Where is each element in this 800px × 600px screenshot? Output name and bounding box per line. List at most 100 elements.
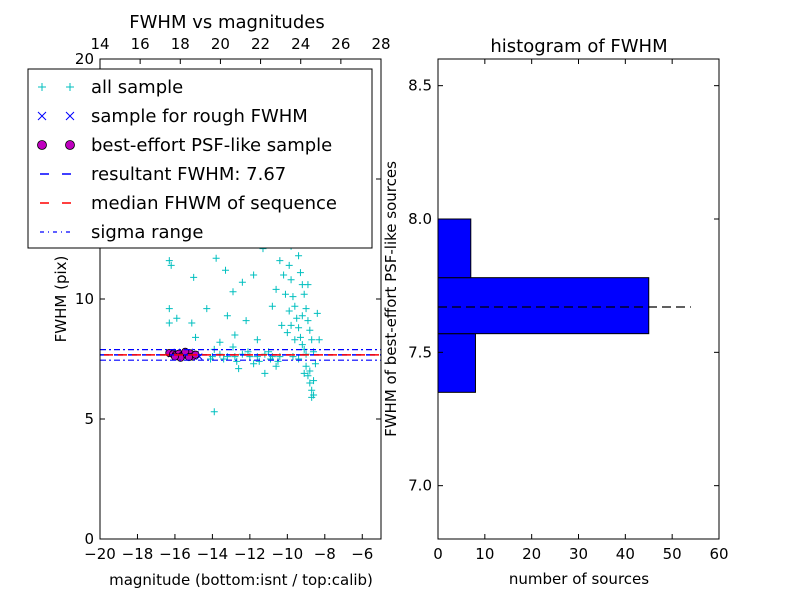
psf-like-sample-point: [170, 352, 179, 361]
all-sample-point: [295, 252, 303, 260]
all-sample-point: [165, 305, 173, 313]
legend-label: best-effort PSF-like sample: [91, 135, 332, 156]
left-top-x-ticks: 14 16 18 20 22 24 26 28: [90, 35, 391, 64]
all-sample-point: [244, 348, 252, 356]
all-sample-point: [188, 319, 196, 327]
all-sample-point: [203, 305, 211, 313]
left-y-axis-label: FWHM (pix): [52, 256, 70, 343]
x-tick-label: 20: [522, 545, 541, 563]
x-tick-label: −8: [314, 545, 336, 563]
legend-item: all sample: [38, 77, 183, 98]
all-sample-point: [212, 254, 220, 262]
legend-items: all sample sample for rough FWHM best-effo…: [37, 77, 337, 243]
x-tick-label: −16: [159, 545, 191, 563]
top-tick-label: 20: [211, 35, 230, 53]
all-sample-point: [253, 336, 261, 344]
all-sample-point: [216, 338, 224, 346]
all-sample-point: [310, 377, 318, 385]
x-tick-label: 40: [616, 545, 635, 563]
all-sample-point: [167, 261, 175, 269]
all-sample-point: [306, 326, 314, 334]
histogram-fwhm: 0 10 20 30 40 50 60 7.0 7.5 8.0 8.5 histogram of …: [382, 36, 729, 588]
legend: all sample sample for rough FWHM best-effo…: [27, 68, 373, 249]
legend-label: sigma range: [91, 222, 203, 243]
all-sample-point: [229, 288, 237, 296]
all-sample-point: [283, 329, 291, 337]
all-sample-point: [285, 261, 293, 269]
all-sample-point: [266, 355, 274, 363]
all-sample-point: [238, 278, 246, 286]
top-tick-label: 24: [291, 35, 310, 53]
x-tick-label: −14: [197, 545, 229, 563]
all-sample-point: [296, 333, 304, 341]
all-sample-point: [278, 321, 286, 329]
all-sample-point: [308, 386, 316, 394]
x-tick-label: −10: [272, 545, 304, 563]
all-sample-point: [291, 302, 299, 310]
all-sample-point: [300, 369, 308, 377]
all-sample-point: [192, 333, 200, 341]
all-sample-point: [285, 307, 293, 315]
all-sample-point: [293, 314, 301, 322]
all-sample-point: [220, 355, 228, 363]
y-tick-label: 20: [75, 50, 94, 68]
all-sample-point: [280, 271, 288, 279]
all-sample-point: [229, 343, 237, 351]
all-sample-point: [272, 362, 280, 370]
all-sample-point: [300, 290, 308, 298]
all-sample-point: [242, 317, 250, 325]
all-sample-point: [222, 266, 230, 274]
legend-plus-marker: [38, 83, 46, 91]
y-tick-label: 8.5: [408, 77, 432, 95]
all-sample-point: [291, 336, 299, 344]
all-sample-point: [274, 357, 282, 365]
all-sample-point: [313, 309, 321, 317]
all-sample-point: [315, 336, 323, 344]
legend-cross-marker: [37, 111, 47, 121]
y-tick-label: 7.5: [408, 343, 432, 361]
legend-circle-marker: [37, 140, 47, 150]
all-sample-point: [207, 355, 215, 363]
top-tick-label: 26: [331, 35, 350, 53]
all-sample-point: [250, 360, 258, 368]
right-y-axis-label: FWHM of best-effort PSF-like sources: [382, 161, 400, 437]
all-sample-point: [295, 324, 303, 332]
x-tick-label: 60: [709, 545, 728, 563]
legend-plus-marker: [66, 83, 74, 91]
all-sample-point: [255, 357, 263, 365]
all-sample-point: [298, 341, 306, 349]
all-sample-point: [272, 285, 280, 293]
legend-item: sample for rough FWHM: [37, 106, 308, 127]
all-sample-point: [302, 362, 310, 370]
y-tick-label: 8.0: [408, 210, 432, 228]
legend-label: sample for rough FWHM: [91, 106, 308, 127]
all-sample-point: [308, 336, 316, 344]
y-tick-label: 0: [84, 530, 94, 548]
all-sample-point: [165, 319, 173, 327]
histogram-bar: [437, 277, 650, 335]
histogram-bar: [437, 218, 472, 279]
all-sample-point: [306, 367, 314, 375]
x-tick-label: −18: [122, 545, 154, 563]
all-sample-point: [250, 271, 258, 279]
all-sample-point: [276, 257, 284, 265]
legend-item: resultant FWHM: 7.67: [40, 164, 286, 185]
top-tick-label: 16: [131, 35, 150, 53]
x-tick-label: 30: [569, 545, 588, 563]
top-tick-label: 22: [251, 35, 270, 53]
top-tick-label: 18: [171, 35, 190, 53]
x-tick-label: −6: [351, 545, 373, 563]
all-sample-point: [304, 372, 312, 380]
all-sample-point: [190, 273, 198, 281]
all-sample-point: [289, 293, 297, 301]
legend-label: resultant FWHM: 7.67: [91, 164, 286, 185]
all-sample-point: [298, 312, 306, 320]
legend-item: best-effort PSF-like sample: [37, 135, 332, 156]
all-sample-point: [304, 281, 312, 289]
all-sample-point: [306, 379, 314, 387]
all-sample-point: [296, 269, 304, 277]
legend-circle-marker: [65, 140, 75, 150]
all-sample-point: [173, 314, 181, 322]
all-sample-point: [165, 257, 173, 265]
